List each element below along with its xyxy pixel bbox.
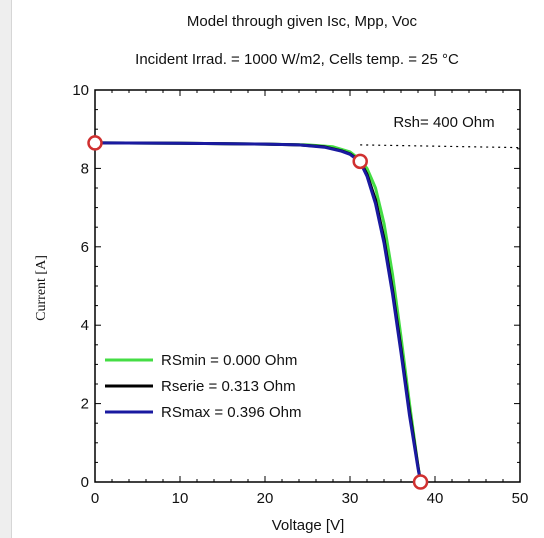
chart-title: Model through given Isc, Mpp, Voc <box>187 13 418 30</box>
plot-area: 0 10 20 30 40 50 0 2 4 6 8 10 Rsh= 400 Ohm RSmin = 0.… <box>72 82 528 507</box>
chart-subtitle: Incident Irrad. = 1000 W/m2, Cells temp.… <box>135 51 459 68</box>
marker-mpp <box>352 153 368 170</box>
marker-voc <box>412 474 429 490</box>
x-tick-label: 50 <box>512 490 529 507</box>
rsh-reference-line <box>360 144 521 149</box>
left-panel-divider <box>11 0 12 538</box>
x-tick-label: 40 <box>427 490 444 507</box>
x-axis-label: Voltage [V] <box>272 517 345 534</box>
y-axis-label: Current [A] <box>34 255 49 321</box>
x-tick-label: 20 <box>257 490 274 507</box>
plot-frame <box>94 89 521 483</box>
marker-isc <box>87 135 103 151</box>
series-line-2 <box>94 141 422 483</box>
legend-label-1: Rserie = 0.313 Ohm <box>161 378 296 395</box>
x-tick-label: 10 <box>172 490 189 507</box>
x-tick-label: 30 <box>342 490 359 507</box>
y-tick-label: 2 <box>81 396 89 413</box>
y-tick-label: 8 <box>81 160 89 177</box>
legend-label-0: RSmin = 0.000 Ohm <box>161 352 297 369</box>
y-tick-label: 0 <box>81 474 89 491</box>
x-tick-label: 0 <box>91 490 99 507</box>
rsh-annotation: Rsh= 400 Ohm <box>393 114 494 131</box>
legend-label-2: RSmax = 0.396 Ohm <box>161 404 301 421</box>
y-tick-label: 4 <box>81 317 89 334</box>
left-panel-edge <box>0 0 11 538</box>
y-tick-label: 10 <box>72 82 89 99</box>
y-tick-label: 6 <box>81 239 89 256</box>
